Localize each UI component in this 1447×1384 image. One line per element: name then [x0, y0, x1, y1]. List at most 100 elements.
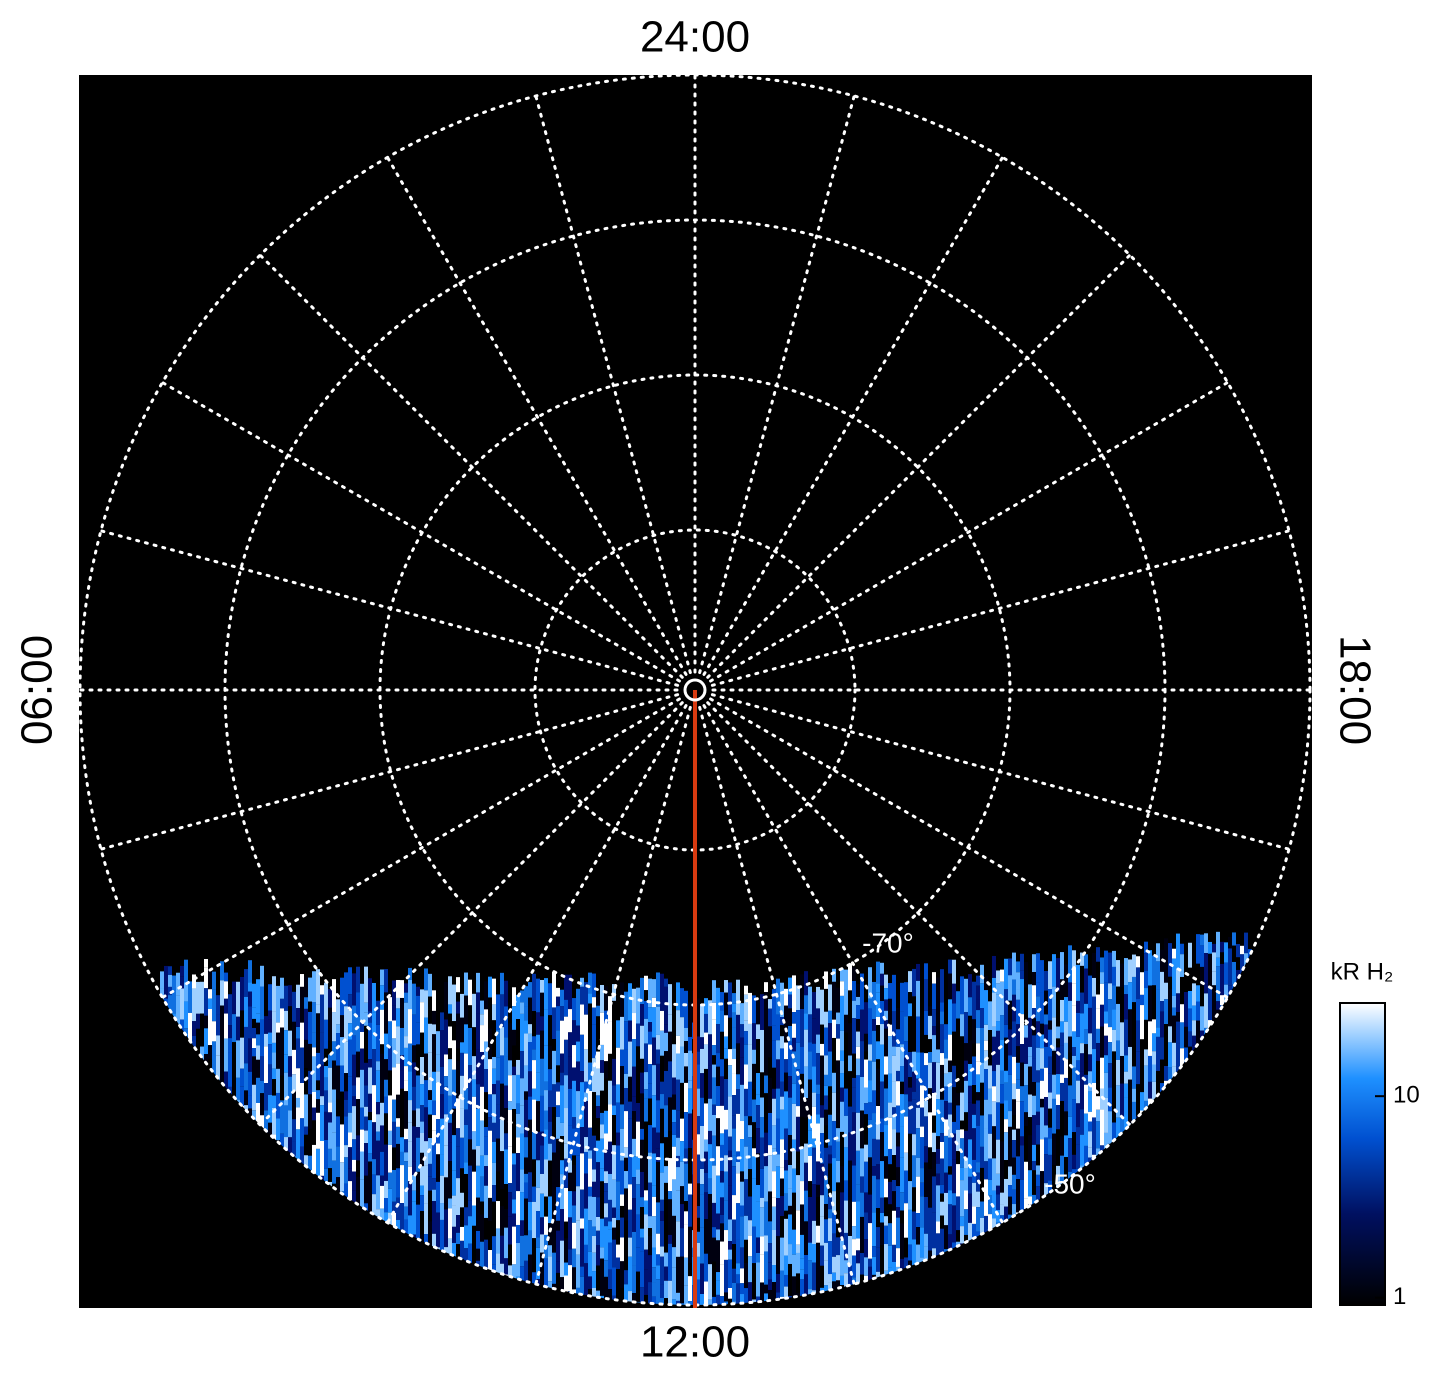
emission-pixel	[680, 988, 684, 1018]
emission-pixel	[1040, 1023, 1044, 1035]
emission-pixel	[572, 1205, 576, 1223]
emission-pixel	[812, 1262, 816, 1291]
emission-pixel	[416, 1108, 420, 1128]
emission-pixel	[748, 1235, 752, 1257]
emission-pixel	[576, 1220, 580, 1255]
emission-pixel	[580, 1218, 584, 1229]
emission-pixel	[908, 1077, 912, 1088]
emission-pixel	[280, 977, 284, 999]
emission-pixel	[396, 1168, 400, 1198]
emission-pixel	[1124, 1071, 1128, 1084]
emission-pixel	[504, 1056, 508, 1086]
emission-pixel	[992, 1126, 996, 1159]
emission-pixel	[904, 1016, 908, 1042]
emission-pixel	[1036, 1033, 1040, 1048]
emission-pixel	[680, 1186, 684, 1205]
emission-pixel	[440, 1203, 444, 1220]
emission-pixel	[576, 1186, 580, 1221]
emission-pixel	[980, 1115, 984, 1147]
emission-pixel	[340, 1091, 344, 1125]
emission-pixel	[916, 1107, 920, 1129]
emission-pixel	[708, 1000, 712, 1035]
emission-pixel	[812, 1018, 816, 1044]
emission-pixel	[936, 977, 940, 1014]
emission-pixel	[208, 1306, 212, 1328]
emission-pixel	[456, 1013, 460, 1049]
emission-pixel	[996, 983, 1000, 995]
emission-pixel	[656, 1034, 660, 1050]
emission-pixel	[1104, 1035, 1108, 1056]
emission-pixel	[216, 1055, 220, 1078]
emission-pixel	[852, 1201, 856, 1227]
emission-pixel	[896, 1207, 900, 1218]
emission-pixel	[436, 995, 440, 1032]
emission-pixel	[400, 1151, 404, 1166]
emission-pixel	[1236, 1307, 1240, 1316]
emission-pixel	[656, 1233, 660, 1255]
emission-pixel	[1004, 1119, 1008, 1133]
emission-pixel	[900, 1210, 904, 1224]
emission-pixel	[908, 1244, 912, 1261]
emission-pixel	[408, 967, 412, 980]
emission-pixel	[336, 1146, 340, 1178]
emission-pixel	[1024, 1063, 1028, 1086]
emission-pixel	[356, 1077, 360, 1100]
emission-pixel	[812, 1092, 816, 1107]
emission-pixel	[736, 1074, 740, 1090]
emission-pixel	[984, 990, 988, 1025]
emission-pixel	[312, 1120, 316, 1145]
emission-pixel	[684, 1066, 688, 1083]
emission-pixel	[848, 963, 852, 991]
emission-pixel	[896, 1081, 900, 1106]
emission-pixel	[236, 981, 240, 1017]
emission-pixel	[440, 1094, 444, 1119]
emission-pixel	[772, 1265, 776, 1283]
emission-pixel	[1128, 1009, 1132, 1047]
emission-pixel	[568, 1032, 572, 1057]
emission-pixel	[880, 1044, 884, 1082]
emission-pixel	[752, 1023, 756, 1050]
emission-pixel	[612, 1239, 616, 1268]
emission-pixel	[540, 1131, 544, 1146]
emission-pixel	[772, 1206, 776, 1231]
emission-pixel	[512, 1213, 516, 1227]
emission-pixel	[1140, 1308, 1144, 1322]
emission-pixel	[324, 1048, 328, 1067]
emission-pixel	[208, 968, 212, 990]
emission-pixel	[232, 1014, 236, 1043]
emission-pixel	[1024, 1112, 1028, 1127]
emission-pixel	[960, 976, 964, 1015]
emission-pixel	[876, 1105, 880, 1124]
emission-pixel	[676, 982, 680, 1011]
emission-pixel	[296, 1027, 300, 1039]
emission-pixel	[376, 1024, 380, 1062]
emission-pixel	[632, 1111, 636, 1139]
emission-pixel	[536, 1131, 540, 1161]
emission-pixel	[772, 1171, 776, 1198]
emission-pixel	[648, 1152, 652, 1183]
emission-pixel	[416, 1171, 420, 1205]
emission-pixel	[936, 1136, 940, 1149]
emission-pixel	[324, 982, 328, 1020]
emission-pixel	[1064, 1111, 1068, 1136]
emission-pixel	[948, 1060, 952, 1073]
emission-pixel	[804, 1190, 808, 1222]
emission-pixel	[1168, 976, 1172, 990]
emission-pixel	[592, 1024, 596, 1059]
emission-pixel	[204, 959, 208, 968]
emission-pixel	[540, 979, 544, 993]
emission-pixel	[740, 1216, 744, 1248]
emission-pixel	[580, 1034, 584, 1072]
emission-pixel	[864, 1192, 868, 1213]
emission-pixel	[600, 1112, 604, 1125]
emission-pixel	[412, 1175, 416, 1191]
emission-pixel	[944, 1101, 948, 1120]
emission-pixel	[872, 1256, 876, 1275]
emission-pixel	[1016, 1062, 1020, 1080]
emission-pixel	[1068, 1000, 1072, 1037]
emission-pixel	[356, 1176, 360, 1206]
emission-pixel	[748, 1081, 752, 1117]
emission-pixel	[624, 1270, 628, 1285]
emission-pixel	[500, 972, 504, 995]
emission-pixel	[672, 1044, 676, 1078]
